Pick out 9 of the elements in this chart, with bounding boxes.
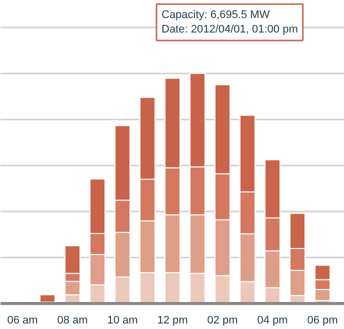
x-tick-label: 12 pm bbox=[157, 314, 188, 326]
x-tick-label: 10 am bbox=[107, 314, 138, 326]
x-tick-label: 06 am bbox=[7, 314, 38, 326]
x-tick-label: 08 am bbox=[57, 314, 88, 326]
text: Date: 2012/04/01, 01:00 pm bbox=[162, 24, 298, 36]
text: Capacity: 6,695.5 MW bbox=[162, 9, 270, 22]
x-tick-label: 02 pm bbox=[207, 314, 238, 326]
x-tick-label: 06 pm bbox=[307, 314, 338, 326]
x-tick-label: 04 pm bbox=[257, 314, 288, 326]
